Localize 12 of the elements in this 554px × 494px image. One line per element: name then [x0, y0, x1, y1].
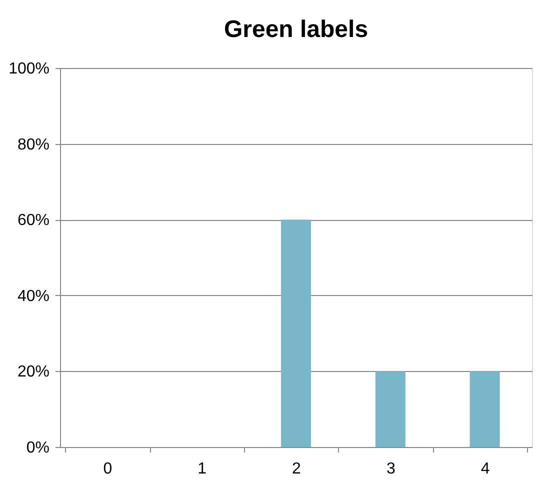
- chart-title: Green labels: [224, 16, 368, 43]
- y-tick-label: 20%: [17, 364, 50, 381]
- y-tick-label: 40%: [17, 288, 50, 305]
- x-tick-label: 4: [480, 460, 490, 478]
- x-tick-label: 3: [386, 460, 396, 478]
- y-tick-label: 80%: [17, 136, 50, 154]
- x-tick-label: 0: [103, 460, 112, 478]
- x-tick-label: 1: [198, 460, 207, 478]
- y-tick-label: 100%: [8, 60, 50, 78]
- y-tick-label: 60%: [17, 212, 50, 230]
- y-tick-label: 0%: [26, 440, 50, 456]
- x-tick-label: 2: [292, 460, 302, 478]
